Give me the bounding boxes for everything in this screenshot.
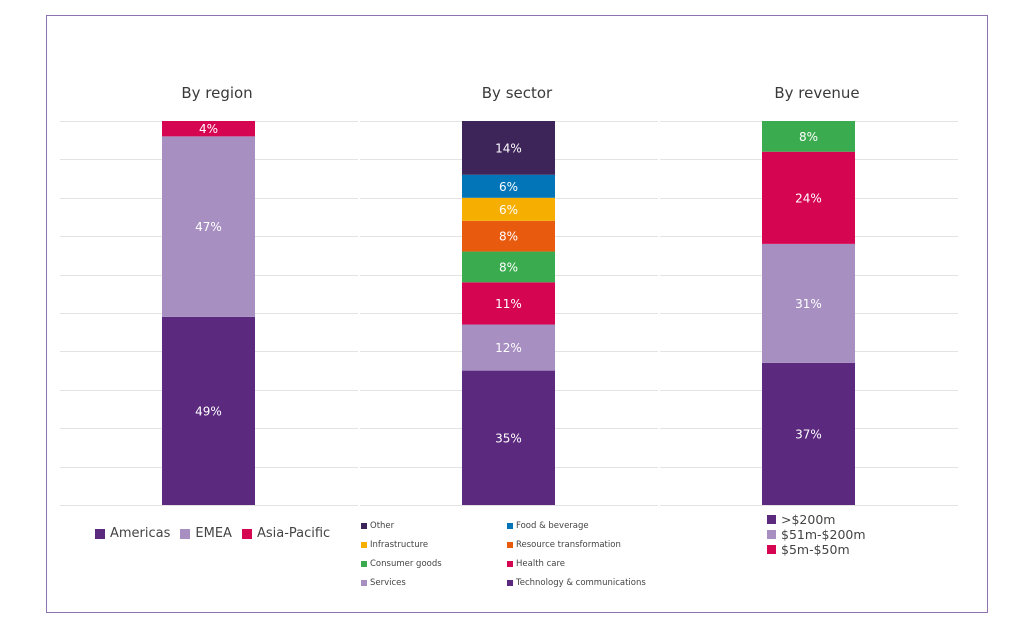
legend-swatch — [361, 523, 367, 529]
chart-title: By region — [181, 84, 252, 102]
bar-segment-51m-200m — [762, 243, 855, 363]
data-label: 8% — [499, 260, 518, 274]
data-label: 37% — [795, 427, 822, 441]
data-label: 12% — [495, 341, 522, 355]
bar-segment-emea — [162, 136, 255, 317]
legend-label: Food & beverage — [516, 521, 589, 531]
chart-by-region: By region 49% 47% 4% — [60, 84, 358, 506]
legend-item-americas: Americas — [95, 526, 170, 541]
legend-swatch — [507, 561, 513, 567]
bar-segment-services — [462, 324, 555, 371]
legend-swatch — [767, 545, 776, 554]
legend-label: Consumer goods — [370, 559, 442, 569]
bar-segment-unlabeled-green — [762, 121, 855, 152]
legend-region: Americas EMEA Asia-Pacific — [95, 526, 330, 541]
legend-label: $5m-$50m — [781, 542, 850, 557]
legend-label: >$200m — [781, 512, 836, 527]
legend-item-other: Other — [361, 521, 507, 531]
legend-label: Resource transformation — [516, 540, 621, 550]
legend-label: EMEA — [195, 526, 232, 541]
data-label: 31% — [795, 297, 822, 311]
legend-item-emea: EMEA — [180, 526, 232, 541]
chart-title: By sector — [482, 84, 553, 102]
data-label: 14% — [495, 141, 522, 155]
legend-item-services: Services — [361, 578, 507, 588]
data-label: 24% — [795, 191, 822, 205]
legend-label: Americas — [110, 526, 171, 541]
legend-item-food-beverage: Food & beverage — [507, 521, 687, 531]
bar-segment-health-care — [462, 282, 555, 325]
legend-label: Asia-Pacific — [256, 526, 331, 541]
data-label: 4% — [199, 122, 218, 136]
data-label: 49% — [195, 404, 222, 418]
data-label: 11% — [495, 297, 522, 311]
bar-segment-5m-50m — [762, 151, 855, 244]
legend-label: $51m-$200m — [781, 527, 866, 542]
bar-segment-asia-pacific — [162, 121, 255, 137]
legend-swatch — [241, 528, 252, 539]
legend-swatch — [507, 542, 513, 548]
legend-item-health-care: Health care — [507, 559, 687, 569]
legend-item-200m: >$200m — [767, 512, 866, 527]
legend-swatch — [507, 580, 513, 586]
data-label: 6% — [499, 203, 518, 217]
legend-label: Infrastructure — [370, 540, 429, 550]
bar-segment-infrastructure — [462, 197, 555, 221]
legend-revenue: >$200m $51m-$200m $5m-$50m — [767, 512, 866, 557]
bar-segment-technology-communications — [462, 370, 555, 505]
chart-frame — [46, 15, 988, 613]
legend-swatch — [507, 523, 513, 529]
bar-segment-food-beverage — [462, 174, 555, 198]
legend-swatch — [95, 528, 105, 539]
data-label: 47% — [195, 220, 222, 234]
legend-item-asia-pacific: Asia-Pacific — [241, 526, 331, 541]
legend-item-technology-communications: Technology & communications — [507, 578, 687, 588]
legend-label: Other — [370, 521, 395, 531]
chart-by-revenue: By revenue 37% 31% 24% 8% — [660, 84, 958, 506]
legend-swatch — [767, 530, 776, 539]
legend-item-resource-transformation: Resource transformation — [507, 540, 687, 550]
legend-item-consumer-goods: Consumer goods — [361, 559, 507, 569]
bar-segment-200m — [762, 362, 855, 505]
data-label: 6% — [499, 180, 518, 194]
legend-item-5m-50m: $5m-$50m — [767, 542, 866, 557]
legend-sector: Other Food & beverage Infrastructure Resour… — [361, 521, 687, 588]
legend-swatch — [361, 542, 367, 548]
legend-swatch — [767, 515, 776, 524]
legend-label: Technology & communications — [516, 578, 646, 588]
data-label: 35% — [495, 431, 522, 445]
bar-segment-other — [462, 121, 555, 175]
bar-segment-resource-transformation — [462, 220, 555, 252]
legend-swatch — [361, 580, 367, 586]
legend-item-51m-200m: $51m-$200m — [767, 527, 866, 542]
bar-segment-consumer-goods — [462, 251, 555, 283]
legend-swatch — [180, 528, 191, 539]
chart-by-sector: By sector 35% 12% 11% 8% 8% 6% 6% 14% — [360, 84, 658, 506]
chart-title: By revenue — [774, 84, 859, 102]
legend-swatch — [361, 561, 367, 567]
data-label: 8% — [499, 230, 518, 244]
legend-item-infrastructure: Infrastructure — [361, 540, 507, 550]
bar-segment-americas — [162, 316, 255, 505]
legend-label: Services — [370, 578, 406, 588]
data-label: 8% — [799, 130, 818, 144]
legend-label: Health care — [516, 559, 566, 569]
